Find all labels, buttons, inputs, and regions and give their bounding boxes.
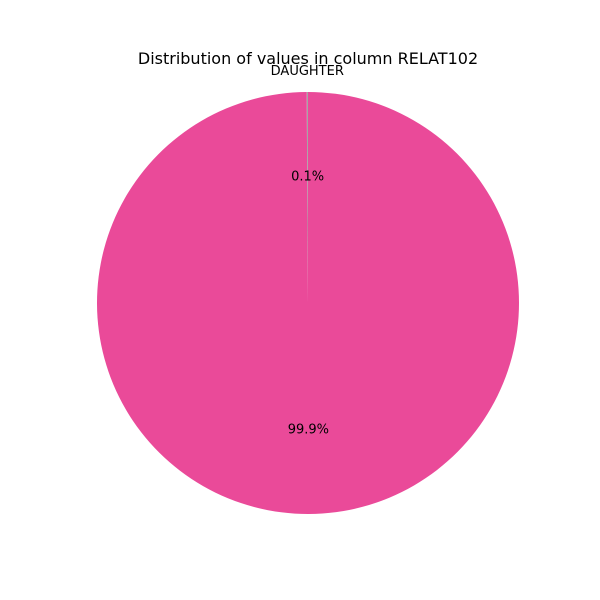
slice-percent-label: 99.9% [288, 423, 329, 438]
slice-percent-label: 0.1% [291, 169, 324, 184]
chart-title: Distribution of values in column RELAT10… [138, 49, 478, 68]
pie-slices [96, 92, 519, 514]
pie-slice [96, 92, 519, 514]
pie-slice [306, 92, 308, 303]
slice-label: DAUGHTER [271, 64, 344, 79]
pie-labels: DAUGHTER 0.1% 99.9% [271, 64, 344, 438]
